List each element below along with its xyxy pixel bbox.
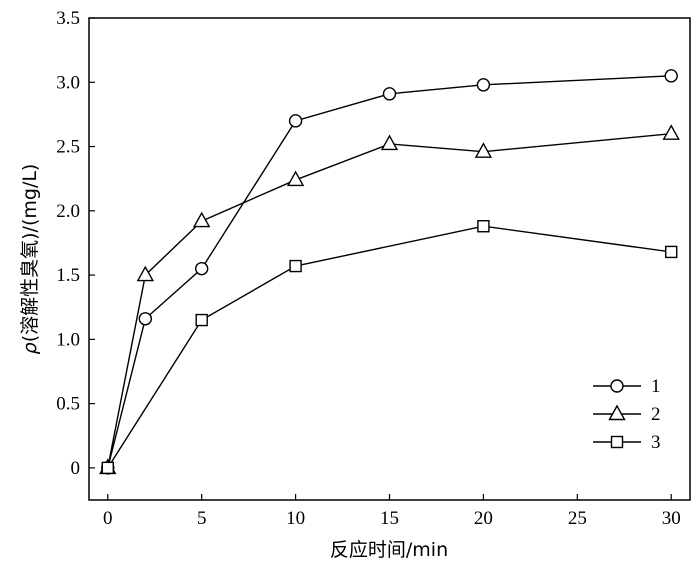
series-3-line <box>107 225 672 469</box>
legend: 1 2 3 <box>593 376 661 453</box>
series-2-point <box>662 124 680 140</box>
legend-item-1: 1 <box>593 376 661 397</box>
y-tick-label: 0 <box>71 458 81 479</box>
series-3-point <box>477 220 490 233</box>
y-axis-title: ρ(溶解性臭氧)/(mg/L) <box>19 164 41 355</box>
y-tick-label: 3.5 <box>56 8 80 29</box>
y-axis-label: (溶解性臭氧)/(mg/L) <box>19 164 41 343</box>
y-axis-symbol: ρ <box>19 342 41 354</box>
series-1-point <box>288 114 303 128</box>
series-1-point <box>194 261 209 276</box>
y-tick-label: 0.5 <box>56 394 80 415</box>
series-3-point <box>101 461 114 475</box>
series-1-point <box>138 312 153 326</box>
series-1-point <box>664 69 678 83</box>
legend-marker <box>608 404 626 421</box>
x-tick-label: 5 <box>197 508 207 529</box>
series-2-point <box>136 265 155 282</box>
series-1 <box>101 69 678 475</box>
legend-label: 2 <box>651 404 661 425</box>
y-tick-label: 2.0 <box>56 201 80 222</box>
series-3-point <box>195 313 208 327</box>
x-tick-label: 15 <box>380 508 399 529</box>
y-axis-ticks: 0 0.5 1.0 1.5 2.0 2.5 3.0 3.5 <box>56 8 95 479</box>
series-2 <box>99 124 680 475</box>
series-3-point <box>665 245 678 259</box>
x-tick-label: 25 <box>568 508 587 529</box>
legend-item-3: 3 <box>593 432 661 453</box>
legend-label: 3 <box>651 432 661 453</box>
series-layer <box>99 69 680 475</box>
x-axis-ticks: 0 5 10 15 20 25 30 <box>103 494 681 529</box>
legend-marker <box>610 379 624 393</box>
y-tick-label: 1.5 <box>56 265 80 286</box>
series-2-point <box>192 211 211 228</box>
y-tick-label: 1.0 <box>56 329 80 350</box>
x-tick-label: 20 <box>474 508 493 529</box>
x-axis-title: 反应时间/min <box>330 539 448 561</box>
series-2-point <box>380 134 399 151</box>
y-tick-label: 2.5 <box>56 137 80 158</box>
series-2-point <box>286 170 305 187</box>
series-1-point <box>382 87 397 101</box>
legend-label: 1 <box>651 376 661 397</box>
legend-marker <box>610 435 624 449</box>
series-3-point <box>289 259 302 273</box>
series-1-point <box>476 78 491 92</box>
x-tick-label: 10 <box>286 508 305 529</box>
series-2-point <box>474 142 493 158</box>
x-tick-label: 0 <box>103 508 113 529</box>
series-2-line <box>107 132 672 469</box>
legend-item-2: 2 <box>593 404 661 425</box>
x-tick-label: 30 <box>662 508 681 529</box>
series-3 <box>101 220 678 475</box>
y-tick-label: 3.0 <box>56 72 80 93</box>
